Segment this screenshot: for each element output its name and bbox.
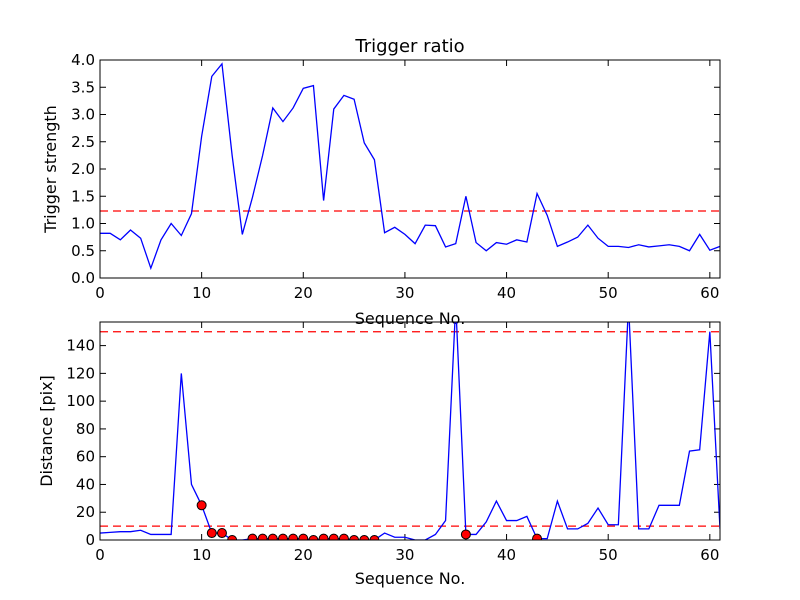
data-point-marker (349, 535, 360, 540)
y-tick-label: 4.0 (71, 51, 95, 69)
x-axis-label: Sequence No. (355, 309, 466, 328)
y-tick-label: 3.5 (71, 78, 95, 96)
y-axis-label: Trigger strength (41, 105, 60, 234)
series-markers (196, 500, 543, 540)
x-axis-label: Sequence No. (355, 569, 466, 588)
y-tick-label: 80 (76, 420, 95, 438)
y-tick-label: 140 (66, 337, 95, 355)
y-tick-label: 60 (76, 448, 95, 466)
data-point-marker (369, 535, 380, 540)
x-tick-label: 30 (395, 284, 414, 302)
axes-frame (99, 321, 721, 541)
data-point-marker (206, 528, 217, 539)
x-tick-label: 30 (395, 546, 414, 564)
y-ticks: 0 20 40 60 80 100 120 140 (66, 337, 720, 549)
y-tick-label: 0.5 (71, 242, 95, 260)
data-point-marker (227, 535, 238, 540)
y-tick-label: 1.5 (71, 187, 95, 205)
x-tick-label: 60 (700, 284, 719, 302)
x-tick-label: 50 (599, 546, 618, 564)
y-tick-label: 2.0 (71, 160, 95, 178)
data-point-marker (196, 500, 207, 511)
chart-title: Trigger ratio (354, 36, 464, 57)
y-tick-label: 40 (76, 475, 95, 493)
data-point-marker (298, 533, 309, 540)
data-point-marker (338, 533, 349, 540)
x-tick-label: 0 (95, 284, 105, 302)
x-tick-label: 50 (599, 284, 618, 302)
data-point-marker (277, 533, 288, 540)
x-tick-label: 60 (700, 546, 719, 564)
chart-trigger-ratio: 0 10 20 30 40 50 60 0.0 0.5 1.0 1.5 2.0 2.5 3.0 3.5 4.… (41, 36, 721, 328)
y-axis-label: Distance [pix] (37, 375, 56, 487)
x-tick-label: 40 (497, 546, 516, 564)
x-tick-label: 10 (192, 284, 211, 302)
data-point-marker (532, 533, 543, 540)
data-point-marker (216, 528, 227, 539)
x-ticks: 0 10 20 30 40 50 60 (95, 60, 719, 302)
data-point-marker (328, 533, 339, 540)
data-point-marker (267, 533, 278, 540)
x-tick-label: 20 (294, 284, 313, 302)
chart-distance: 0 10 20 30 40 50 60 0 20 40 60 80 100 120 140 Sequenc… (37, 321, 721, 588)
y-ticks: 0.0 0.5 1.0 1.5 2.0 2.5 3.0 3.5 4.0 (71, 51, 720, 287)
x-tick-label: 10 (192, 546, 211, 564)
y-tick-label: 1.0 (71, 215, 95, 233)
data-point-marker (288, 533, 299, 540)
axes-frame (99, 59, 721, 279)
x-tick-label: 20 (294, 546, 313, 564)
x-tick-label: 0 (95, 546, 105, 564)
x-tick-label: 40 (497, 284, 516, 302)
y-tick-label: 2.5 (71, 133, 95, 151)
plot-area (100, 62, 720, 271)
data-point-marker (318, 533, 329, 540)
y-tick-label: 120 (66, 364, 95, 382)
data-point-marker (247, 533, 258, 540)
y-tick-label: 20 (76, 503, 95, 521)
y-tick-label: 3.0 (71, 106, 95, 124)
y-tick-label: 0.0 (71, 269, 95, 287)
plot-area (100, 322, 720, 540)
data-point-marker (460, 529, 471, 540)
y-tick-label: 100 (66, 392, 95, 410)
series-line (100, 62, 720, 271)
data-point-marker (257, 533, 268, 540)
y-tick-label: 0 (85, 531, 95, 549)
data-point-marker (308, 535, 319, 540)
data-point-marker (359, 535, 370, 540)
